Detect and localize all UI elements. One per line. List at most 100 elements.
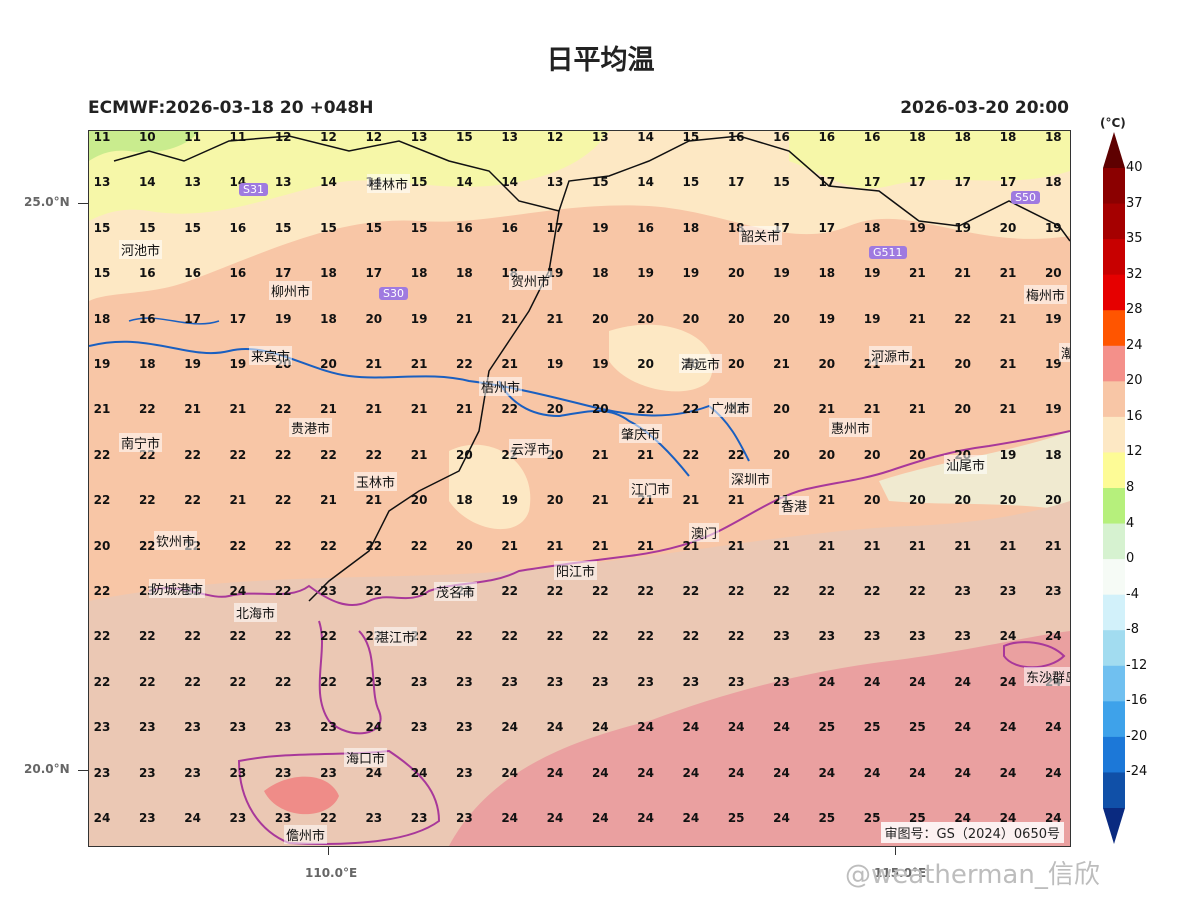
grid-value: 20 [1044,266,1062,281]
grid-value: 20 [773,402,790,417]
temperature-map[interactable]: 11 10 11 11 12 12 12 13 15 13 12 13 14 15 16 16 16 16 18 18… [88,130,1071,847]
grid-value: 22 [184,447,201,462]
grid-value: 17 [954,175,972,190]
temperature-grid: 11 10 11 11 12 12 12 13 15 13 12 13 14 15 16 16 16 16 18 18… [89,131,1070,846]
grid-value: 21 [456,311,473,326]
colorbar-max-arrow [1103,132,1125,168]
colorbar-min-arrow [1103,808,1125,844]
grid-value: 23 [138,765,156,780]
grid-value: 18 [1044,447,1062,462]
grid-value: 18 [999,130,1017,144]
grid-value: 20 [818,447,836,462]
grid-value: 19 [1044,357,1062,371]
river [498,380,690,477]
grid-value: 24 [818,674,836,689]
grid-value: 22 [93,674,111,689]
grid-value: 24 [365,720,383,735]
grid-value: 18 [682,220,700,235]
grid-value: 22 [410,584,428,598]
grid-value: 22 [365,538,383,553]
lat-label-25n: 25.0°N [24,195,70,209]
colorbar-tick-label: -16 [1126,693,1148,709]
colorbar-tick-label: 40 [1126,160,1143,175]
city-label: 云浮市 [509,439,553,458]
grid-value: 20 [954,402,972,417]
grid-value: 22 [138,493,156,508]
grid-value: 22 [184,629,201,644]
grid-value: 13 [591,130,609,144]
grid-value: 23 [229,811,247,825]
grid-value: 24 [999,629,1017,644]
city-label: 贺州市 [509,271,553,290]
grid-value: 17 [229,311,247,326]
grid-value: 21 [999,402,1017,417]
grid-value: 23 [138,811,156,825]
grid-value: 21 [546,311,564,326]
grid-value: 13 [546,175,564,190]
grid-value: 21 [818,402,836,417]
colorbar-swatch [1103,701,1125,738]
grid-value: 24 [501,720,519,735]
grid-value: 17 [727,175,745,190]
grid-value: 22 [229,674,247,689]
grid-value: 22 [591,584,609,598]
grid-value: 16 [727,130,745,144]
grid-value: 24 [999,720,1017,735]
grid-value: 23 [229,765,247,780]
grid-value: 20 [773,311,790,326]
grid-value: 22 [229,538,247,553]
grid-value: 17 [274,266,292,281]
city-label: 阳江市 [554,561,598,580]
lon-label-115e: 115.0°E [874,866,927,880]
grid-value: 24 [863,674,881,689]
grid-value: 19 [954,220,972,235]
grid-value: 22 [682,447,700,462]
grid-value: 23 [954,584,972,598]
page-title: 日平均温 [546,45,655,76]
grid-value: 20 [320,357,337,371]
city-label: 南宁市 [119,433,163,452]
grid-value: 22 [320,811,337,825]
grid-value: 22 [138,402,156,417]
grid-value: 12 [365,130,383,144]
watermark: @weatherman_信欣 [845,860,1100,890]
grid-value: 15 [682,130,700,144]
grid-value: 24 [591,720,609,735]
grid-value: 24 [954,811,972,825]
colorbar-tick-label: 28 [1126,302,1143,318]
grid-value: 22 [320,538,337,553]
grid-value: 19 [184,357,201,371]
grid-value: 24 [93,811,111,825]
hainan-coast [237,749,441,845]
grid-value: 20 [410,493,428,508]
grid-value: 18 [410,266,428,281]
grid-value: 22 [682,629,700,644]
grid-value: 20 [93,538,111,553]
mild-patch [449,444,531,530]
grid-value: 23 [456,765,473,780]
grid-value: 24 [1044,765,1062,780]
grid-value: 13 [410,130,428,144]
city-label: 河源市 [869,346,913,365]
colorbar-swatch [1103,416,1125,453]
cool-zone-east [789,131,1070,189]
grid-value: 21 [682,538,700,553]
grid-value: 23 [456,674,473,689]
grid-value: 23 [999,584,1017,598]
grid-value: 24 [863,765,881,780]
road-shield: G511 [869,246,907,259]
grid-value: 22 [274,402,292,417]
city-label: 惠州市 [829,418,873,437]
grid-value: 15 [410,220,428,235]
city-label: 清远市 [679,354,723,373]
grid-value: 24 [999,811,1017,825]
grid-value: 22 [501,402,519,417]
grid-value: 21 [818,538,836,553]
grid-value: 20 [727,266,745,281]
grid-value: 20 [727,311,745,326]
grid-value: 21 [954,266,972,281]
grid-value: 20 [999,220,1017,235]
grid-value: 16 [863,130,881,144]
grid-value: 19 [274,311,292,326]
grid-value: 22 [274,493,292,508]
